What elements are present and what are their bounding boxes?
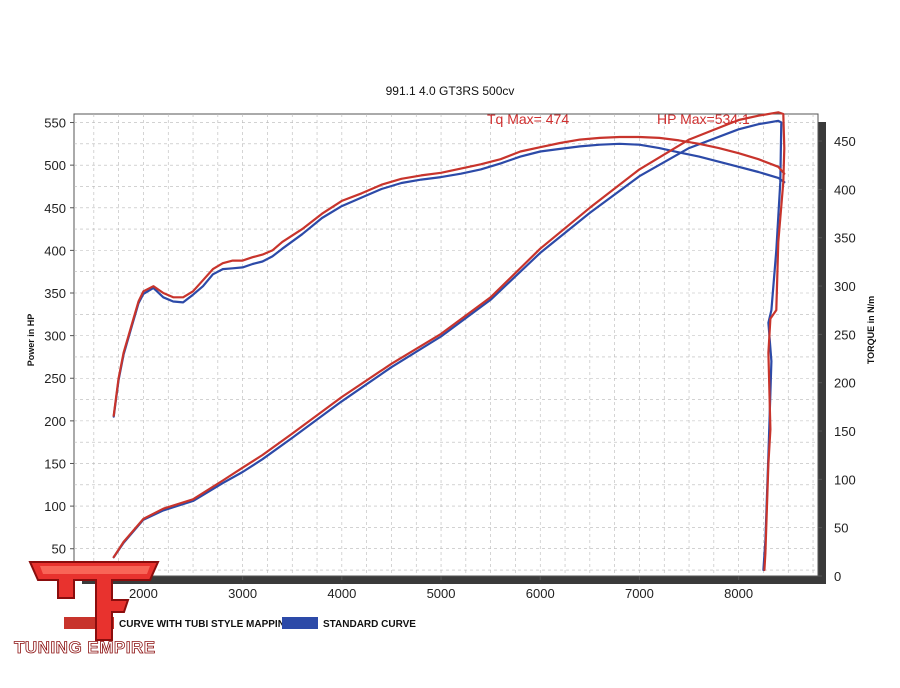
logo-wordmark: TUNING EMPIRE xyxy=(14,638,156,657)
y-tick-label: 500 xyxy=(44,158,66,173)
y-tick-label: 300 xyxy=(44,329,66,344)
tick-labels: 50 100 150 200 250 300 350 400 450 500 550 0 50 100 15… xyxy=(44,116,855,601)
y2-tick-label: 0 xyxy=(834,569,841,584)
x-tick-label: 8000 xyxy=(724,586,753,601)
legend-label-tubi: CURVE WITH TUBI STYLE MAPPING xyxy=(119,619,293,630)
x-tick-label: 4000 xyxy=(327,586,356,601)
y2-axis-label: TORQUE in N/m xyxy=(866,296,876,364)
y-tick-label: 250 xyxy=(44,371,66,386)
x-tick-label: 5000 xyxy=(427,586,456,601)
y2-tick-label: 400 xyxy=(834,182,856,197)
y2-tick-label: 150 xyxy=(834,424,856,439)
tubi-power-line xyxy=(112,111,786,572)
logo-emblem xyxy=(28,561,160,641)
y-tick-label: 100 xyxy=(44,499,66,514)
legend-swatch-standard xyxy=(282,617,318,629)
standard-torque-line xyxy=(112,142,786,418)
logo-emblem-shine xyxy=(40,566,150,574)
standard-power-line xyxy=(112,119,783,572)
tq-max-annotation: Tq Max= 474 xyxy=(487,111,569,127)
y-tick-label: 50 xyxy=(52,542,66,557)
tubi-torque-line xyxy=(112,135,786,417)
tuning-empire-logo: TUNING EMPIRE xyxy=(14,561,160,657)
x-tick-label: 2000 xyxy=(129,586,158,601)
y-tick-label: 150 xyxy=(44,456,66,471)
x-tick-label: 7000 xyxy=(625,586,654,601)
y2-tick-label: 250 xyxy=(834,327,856,342)
y2-tick-label: 300 xyxy=(834,279,856,294)
y-axis-label: Power in HP xyxy=(26,314,36,367)
y2-tick-label: 350 xyxy=(834,231,856,246)
x-tick-label: 3000 xyxy=(228,586,257,601)
y-tick-label: 350 xyxy=(44,286,66,301)
x-tick-label: 6000 xyxy=(526,586,555,601)
y-tick-label: 400 xyxy=(44,243,66,258)
hp-max-annotation: HP Max=534.1 xyxy=(657,111,750,127)
grid xyxy=(74,114,818,576)
series-layer xyxy=(112,111,786,572)
y2-tick-label: 50 xyxy=(834,521,848,536)
chart-title: 991.1 4.0 GT3RS 500cv xyxy=(386,84,515,98)
plot-frame xyxy=(73,113,819,577)
legend-label-standard: STANDARD CURVE xyxy=(323,619,416,630)
y2-tick-label: 200 xyxy=(834,376,856,391)
y-tick-label: 550 xyxy=(44,116,66,131)
y2-tick-label: 450 xyxy=(834,134,856,149)
y-tick-label: 450 xyxy=(44,201,66,216)
y2-tick-label: 100 xyxy=(834,472,856,487)
y-tick-label: 200 xyxy=(44,414,66,429)
